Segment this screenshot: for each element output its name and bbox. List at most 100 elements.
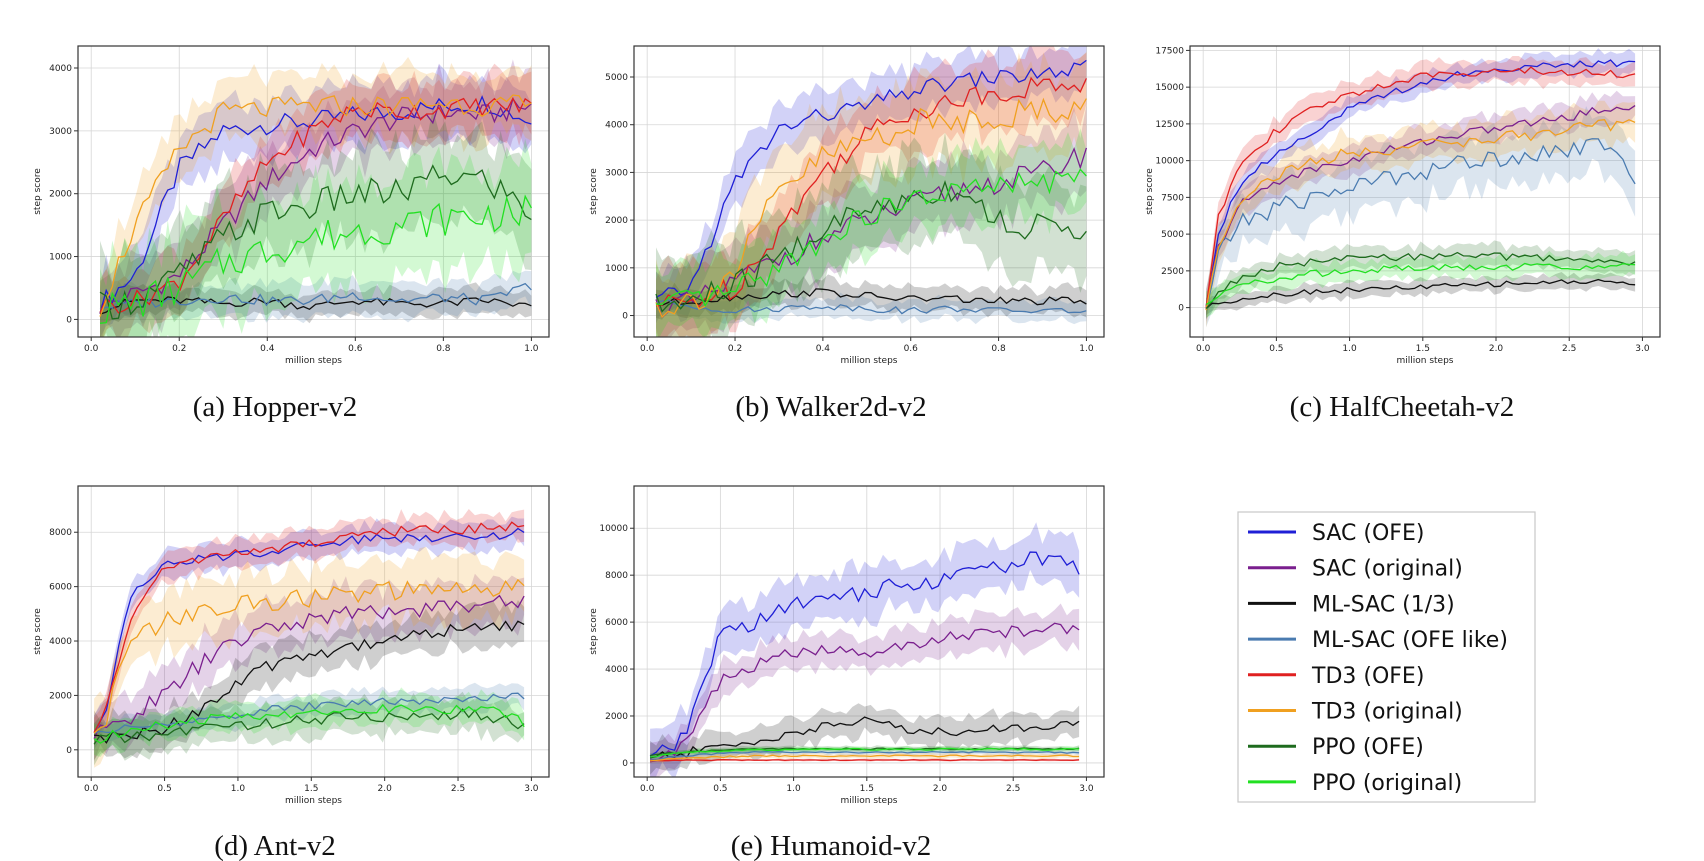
chart-panel-2: 0.0 0.2 0.4 0.6 0.8 1.0 0 1000 2000 3000 4000 5000 m… xyxy=(589,45,1105,423)
y-tick-label: 12500 xyxy=(1155,120,1184,130)
series-band xyxy=(1206,250,1636,318)
series-line xyxy=(94,620,525,744)
plot-area xyxy=(634,486,1104,777)
plot-frame xyxy=(77,485,550,778)
series-line xyxy=(93,578,525,734)
series-line xyxy=(1205,138,1636,309)
x-tick-label: 1.0 xyxy=(1079,344,1094,354)
x-tick-label: 0.6 xyxy=(348,344,363,354)
series-band xyxy=(650,603,1080,777)
x-tick-label: 2.5 xyxy=(451,784,465,794)
series-line xyxy=(655,59,1087,298)
x-tick-label: 0.6 xyxy=(904,344,919,354)
y-tick-label: 8000 xyxy=(49,528,72,538)
plot-frame xyxy=(1189,45,1661,338)
series-line xyxy=(1205,262,1636,306)
x-tick-label: 1.0 xyxy=(1342,344,1357,354)
series-line xyxy=(99,94,532,317)
x-tick-label: 0.5 xyxy=(157,784,171,794)
series-band xyxy=(656,292,1087,325)
series-band xyxy=(656,274,1087,320)
x-axis-label: million steps xyxy=(841,356,898,366)
series-line xyxy=(655,288,1087,306)
series-band xyxy=(100,59,532,337)
y-tick-label: 6000 xyxy=(49,583,72,593)
panel-caption: (d) Ant-v2 xyxy=(214,830,336,861)
chart-panel-1: 0.0 0.2 0.4 0.6 0.8 1.0 0 1000 2000 3000 4000 milli… xyxy=(33,45,550,423)
series-band xyxy=(656,128,1087,337)
y-axis-label: step score xyxy=(1145,168,1155,215)
y-tick-label: 17500 xyxy=(1155,46,1184,56)
series-group xyxy=(93,509,525,768)
x-axis-label: million steps xyxy=(841,796,898,806)
x-tick-label: 0.4 xyxy=(260,344,275,354)
y-tick-label: 15000 xyxy=(1155,83,1184,93)
series-line xyxy=(649,622,1080,763)
chart-panel-3: 0.0 0.5 1.0 1.5 2.0 2.5 3.0 0 2500 5000 7500 10000 1… xyxy=(1145,45,1661,423)
y-tick-label: 8000 xyxy=(605,571,628,581)
legend-label: PPO (OFE) xyxy=(1312,735,1424,760)
chart-panels: 0.0 0.2 0.4 0.6 0.8 1.0 0 1000 2000 3000 4000 milli… xyxy=(33,45,1661,861)
y-tick-label: 5000 xyxy=(605,73,628,83)
panel-caption: (e) Humanoid-v2 xyxy=(731,830,932,861)
series-line xyxy=(93,708,525,745)
x-axis-label: million steps xyxy=(285,356,342,366)
panel-caption: (c) HalfCheetah-v2 xyxy=(1290,391,1515,423)
y-tick-label: 5000 xyxy=(1161,230,1184,240)
series-band xyxy=(1206,90,1636,323)
x-tick-label: 2.0 xyxy=(933,784,948,794)
series-band xyxy=(94,600,525,760)
y-tick-label: 7500 xyxy=(1161,193,1184,203)
series-line xyxy=(93,594,525,739)
series-band xyxy=(94,573,525,762)
series-line xyxy=(650,754,1080,762)
x-tick-label: 0.5 xyxy=(713,784,727,794)
series-band xyxy=(94,546,525,768)
series-line xyxy=(93,521,525,733)
series-line xyxy=(99,96,532,314)
x-tick-label: 1.5 xyxy=(304,784,318,794)
legend-label: ML-SAC (1/3) xyxy=(1312,592,1455,617)
x-tick-label: 1.5 xyxy=(1416,344,1430,354)
y-axis-label: step score xyxy=(33,608,43,655)
x-tick-label: 0.2 xyxy=(172,344,186,354)
legend-label: ML-SAC (OFE like) xyxy=(1312,628,1508,653)
series-line xyxy=(99,95,532,314)
plot-area xyxy=(1190,46,1660,337)
plot-frame xyxy=(633,485,1105,778)
series-band xyxy=(1206,56,1636,318)
series-band xyxy=(1206,100,1636,328)
plot-frame xyxy=(633,45,1105,338)
x-tick-label: 2.5 xyxy=(1562,344,1576,354)
x-tick-label: 0.4 xyxy=(816,344,831,354)
x-tick-label: 2.5 xyxy=(1006,784,1020,794)
series-line xyxy=(655,179,1087,313)
y-tick-label: 0 xyxy=(622,759,628,769)
x-tick-label: 0.5 xyxy=(1269,344,1283,354)
y-tick-label: 6000 xyxy=(605,618,628,628)
series-band xyxy=(100,64,532,337)
y-axis-label: step score xyxy=(33,168,43,215)
y-tick-label: 2000 xyxy=(49,190,72,200)
y-tick-label: 1000 xyxy=(605,264,628,274)
series-line xyxy=(99,164,532,320)
series-band xyxy=(94,509,525,747)
x-tick-label: 0.2 xyxy=(728,344,742,354)
y-tick-label: 0 xyxy=(622,312,628,322)
series-line xyxy=(99,282,532,311)
x-axis-label: million steps xyxy=(285,796,342,806)
legend-items: SAC (OFE) SAC (original) ML-SAC (1/3) ML-SA… xyxy=(1248,521,1508,796)
series-line xyxy=(650,747,1080,758)
series-band xyxy=(100,138,532,337)
series-line xyxy=(1205,119,1636,311)
x-tick-label: 0.0 xyxy=(640,784,655,794)
x-axis-label: million steps xyxy=(1397,356,1454,366)
x-tick-label: 0.0 xyxy=(84,344,99,354)
x-tick-label: 1.5 xyxy=(860,784,874,794)
series-band xyxy=(100,282,532,324)
legend-label: TD3 (OFE) xyxy=(1311,664,1424,689)
y-tick-label: 4000 xyxy=(49,637,72,647)
y-tick-label: 4000 xyxy=(605,121,628,131)
x-tick-label: 0.8 xyxy=(436,344,451,354)
